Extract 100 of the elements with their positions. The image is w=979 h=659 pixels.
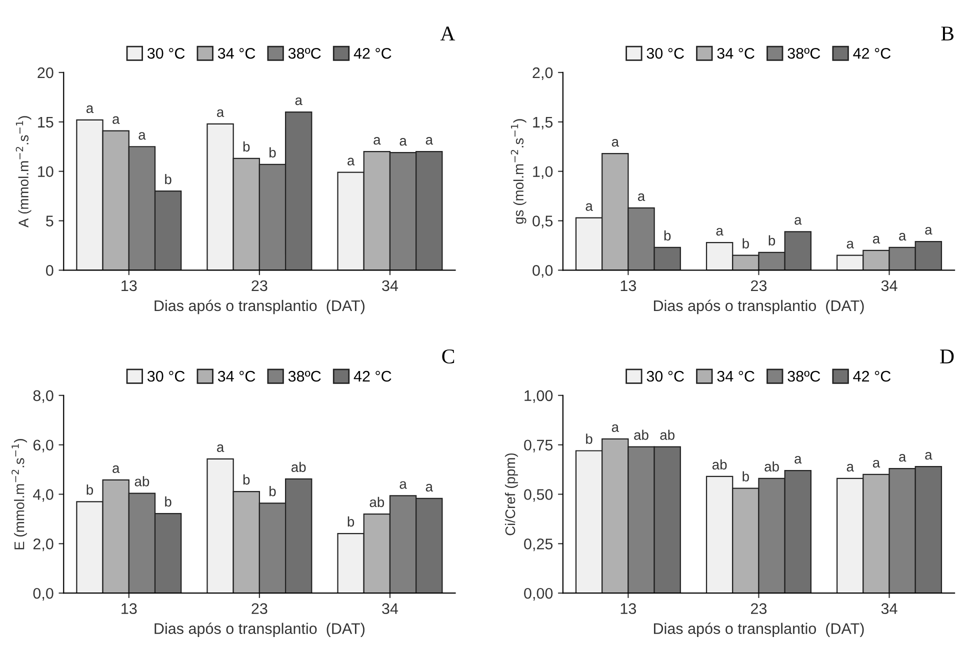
data-label: a <box>426 137 433 145</box>
data-label: b <box>348 516 354 527</box>
data-label: a <box>899 232 906 241</box>
y-tick-label: 1,0 <box>533 166 553 179</box>
x-tick-label: 13 <box>620 603 636 614</box>
y-axis-title: gs (mol.m$^{−2}$.s$^{−1}$) <box>510 119 526 224</box>
x-tick-label: 34 <box>382 280 398 292</box>
x-tick-label: 34 <box>881 280 898 292</box>
y-tick-label: 5 <box>46 216 54 226</box>
legend-label: 38ºC <box>288 48 321 59</box>
data-label: a <box>925 452 932 460</box>
data-label: a <box>846 240 854 248</box>
data-label: ab <box>764 461 779 472</box>
chart-title: D <box>940 350 954 364</box>
x-tick-label: 34 <box>382 603 398 614</box>
data-label: a <box>846 464 854 472</box>
data-label: a <box>86 105 94 114</box>
data-label: ab <box>634 430 648 440</box>
data-label: a <box>716 228 724 236</box>
data-label: ab <box>291 462 306 472</box>
data-label: a <box>794 456 802 464</box>
chart-title: B <box>941 26 954 40</box>
data-label: a <box>612 424 619 432</box>
data-label: a <box>794 217 802 225</box>
data-label: b <box>243 474 250 485</box>
data-label: a <box>638 193 646 202</box>
legend-label: 34 °C <box>717 48 754 59</box>
legend-label: 38ºC <box>288 370 321 382</box>
data-label: b <box>664 230 671 241</box>
legend-label: 42 °C <box>354 48 392 59</box>
legend-label: 34 °C <box>218 370 256 382</box>
data-label: a <box>586 203 593 211</box>
x-tick-label: 23 <box>252 603 268 614</box>
legend-label: 34 °C <box>717 370 754 382</box>
data-label: b <box>742 238 749 248</box>
y-tick-label: 2,0 <box>33 538 54 552</box>
legend-label: 30 °C <box>646 48 684 59</box>
y-tick-label: 8,0 <box>33 390 54 403</box>
x-axis-title: Dias após o transplantio (DAT) <box>154 622 364 638</box>
y-tick-label: 4,0 <box>33 489 54 502</box>
x-tick-label: 23 <box>751 280 767 292</box>
data-label: a <box>400 481 407 489</box>
data-label: ab <box>712 459 727 470</box>
data-label: b <box>86 484 94 495</box>
data-label: b <box>270 486 276 496</box>
y-tick-label: 2,0 <box>532 67 553 80</box>
x-tick-label: 23 <box>751 603 767 614</box>
legend-label: 38ºC <box>788 370 820 382</box>
data-label: a <box>112 116 120 124</box>
chart-title: C <box>442 349 454 364</box>
y-axis-title: E (mmol.m$^{−2}$.s$^{−1}$) <box>12 439 27 550</box>
legend-label: 30 °C <box>147 370 185 382</box>
y-tick-label: 15 <box>38 116 54 128</box>
data-label: b <box>243 141 250 152</box>
legend-label: 30 °C <box>147 48 185 59</box>
data-label: ab <box>370 496 384 508</box>
x-tick-label: 13 <box>122 603 137 614</box>
data-label: a <box>217 109 224 117</box>
x-tick-label: 34 <box>881 603 898 614</box>
data-label: a <box>138 132 146 140</box>
x-axis-title: Dias após o transplantio (DAT) <box>154 300 364 314</box>
legend-label: 42 °C <box>354 370 392 382</box>
x-tick-label: 23 <box>252 280 268 292</box>
y-tick-label: 20 <box>38 67 54 78</box>
y-tick-label: 0,5 <box>532 216 553 228</box>
data-label: a <box>872 460 880 468</box>
data-label: a <box>348 158 355 166</box>
data-label: b <box>768 235 776 246</box>
data-label: b <box>742 471 749 482</box>
data-label: a <box>295 98 302 106</box>
y-tick-label: 0,75 <box>524 440 553 452</box>
data-label: a <box>925 227 932 235</box>
chart-title: A <box>440 26 456 40</box>
legend-label: 30 °C <box>646 370 684 382</box>
y-tick-label: 10 <box>38 166 54 178</box>
data-label: a <box>374 137 381 145</box>
x-axis-title: Dias após o transplantio (DAT) <box>654 622 864 638</box>
data-label: b <box>270 147 276 158</box>
y-tick-label: 0 <box>46 265 54 276</box>
legend-label: 42 °C <box>853 370 891 382</box>
data-label: a <box>612 139 619 147</box>
y-tick-label: 0,50 <box>524 489 553 502</box>
legend-label: 42 °C <box>853 48 891 59</box>
data-label: ab <box>660 430 674 440</box>
data-label: b <box>586 434 592 444</box>
y-tick-label: 0,25 <box>524 538 553 552</box>
x-axis-title: Dias após o transplantio (DAT) <box>654 300 864 314</box>
x-tick-label: 13 <box>620 280 636 292</box>
data-label: a <box>400 138 407 146</box>
y-tick-label: 1,5 <box>533 116 553 130</box>
x-tick-label: 13 <box>122 280 137 292</box>
legend-label: 34 °C <box>218 48 256 59</box>
y-tick-label: 6,0 <box>33 440 54 452</box>
data-label: ab <box>134 476 150 486</box>
data-label: a <box>217 444 224 452</box>
y-tick-label: 0,0 <box>33 588 54 601</box>
data-label: a <box>872 236 880 244</box>
y-axis-title: Ci/Cref (ppm) <box>504 453 518 536</box>
y-tick-label: 1,00 <box>524 390 553 403</box>
y-tick-label: 0,0 <box>532 265 553 278</box>
